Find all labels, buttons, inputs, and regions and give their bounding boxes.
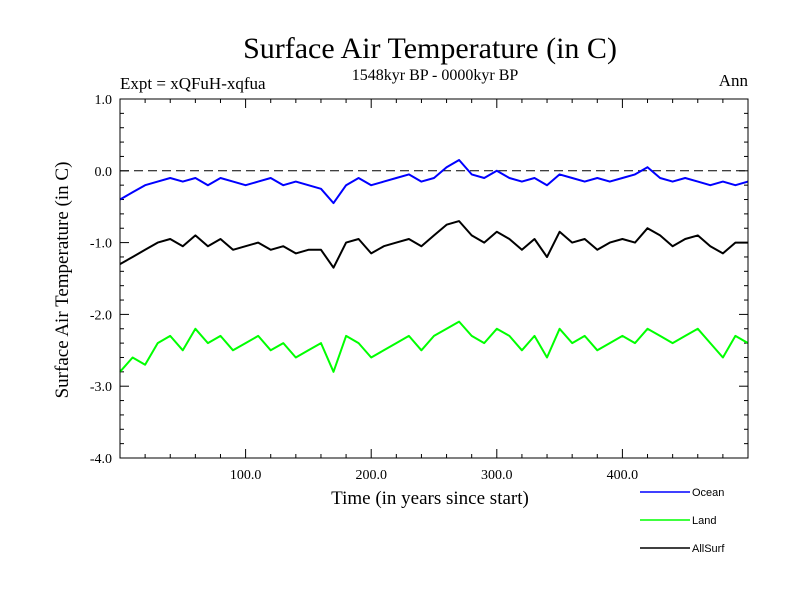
x-tick-label: 100.0 <box>230 468 262 483</box>
legend-label-allsurf: AllSurf <box>692 543 725 555</box>
legend-label-ocean: Ocean <box>692 487 724 499</box>
legend: Ocean Land AllSurf <box>640 487 725 555</box>
y-tick-label: -4.0 <box>90 452 112 467</box>
x-tick-label: 300.0 <box>481 468 513 483</box>
y-tick-label: -3.0 <box>90 380 112 395</box>
chart-title: Surface Air Temperature (in C) <box>243 32 617 65</box>
series-layer <box>119 159 749 373</box>
chart-subtitle: 1548kyr BP - 0000kyr BP <box>352 67 519 84</box>
series-line-land <box>119 320 749 373</box>
series-line-allsurf <box>119 220 748 269</box>
y-tick-label: 1.0 <box>95 93 113 108</box>
series-line-ocean <box>119 159 749 205</box>
y-tick-label: -2.0 <box>90 308 112 323</box>
axes-layer: 1.0 0.0 -1.0 -2.0 -3.0 -4.0 100.0 200.0 300.0 400… <box>90 93 748 483</box>
experiment-label: Expt = xQFuH-xqfua <box>120 74 266 93</box>
plot-frame <box>119 98 749 459</box>
x-axis-title: Time (in years since start) <box>331 488 529 509</box>
y-tick-label: 0.0 <box>95 165 113 180</box>
x-tick-label: 200.0 <box>355 468 387 483</box>
season-label: Ann <box>719 71 749 90</box>
y-tick-label: -1.0 <box>90 237 112 252</box>
x-tick-label: 400.0 <box>607 468 639 483</box>
legend-label-land: Land <box>692 515 716 527</box>
y-axis-title: Surface Air Temperature (in C) <box>52 162 73 399</box>
